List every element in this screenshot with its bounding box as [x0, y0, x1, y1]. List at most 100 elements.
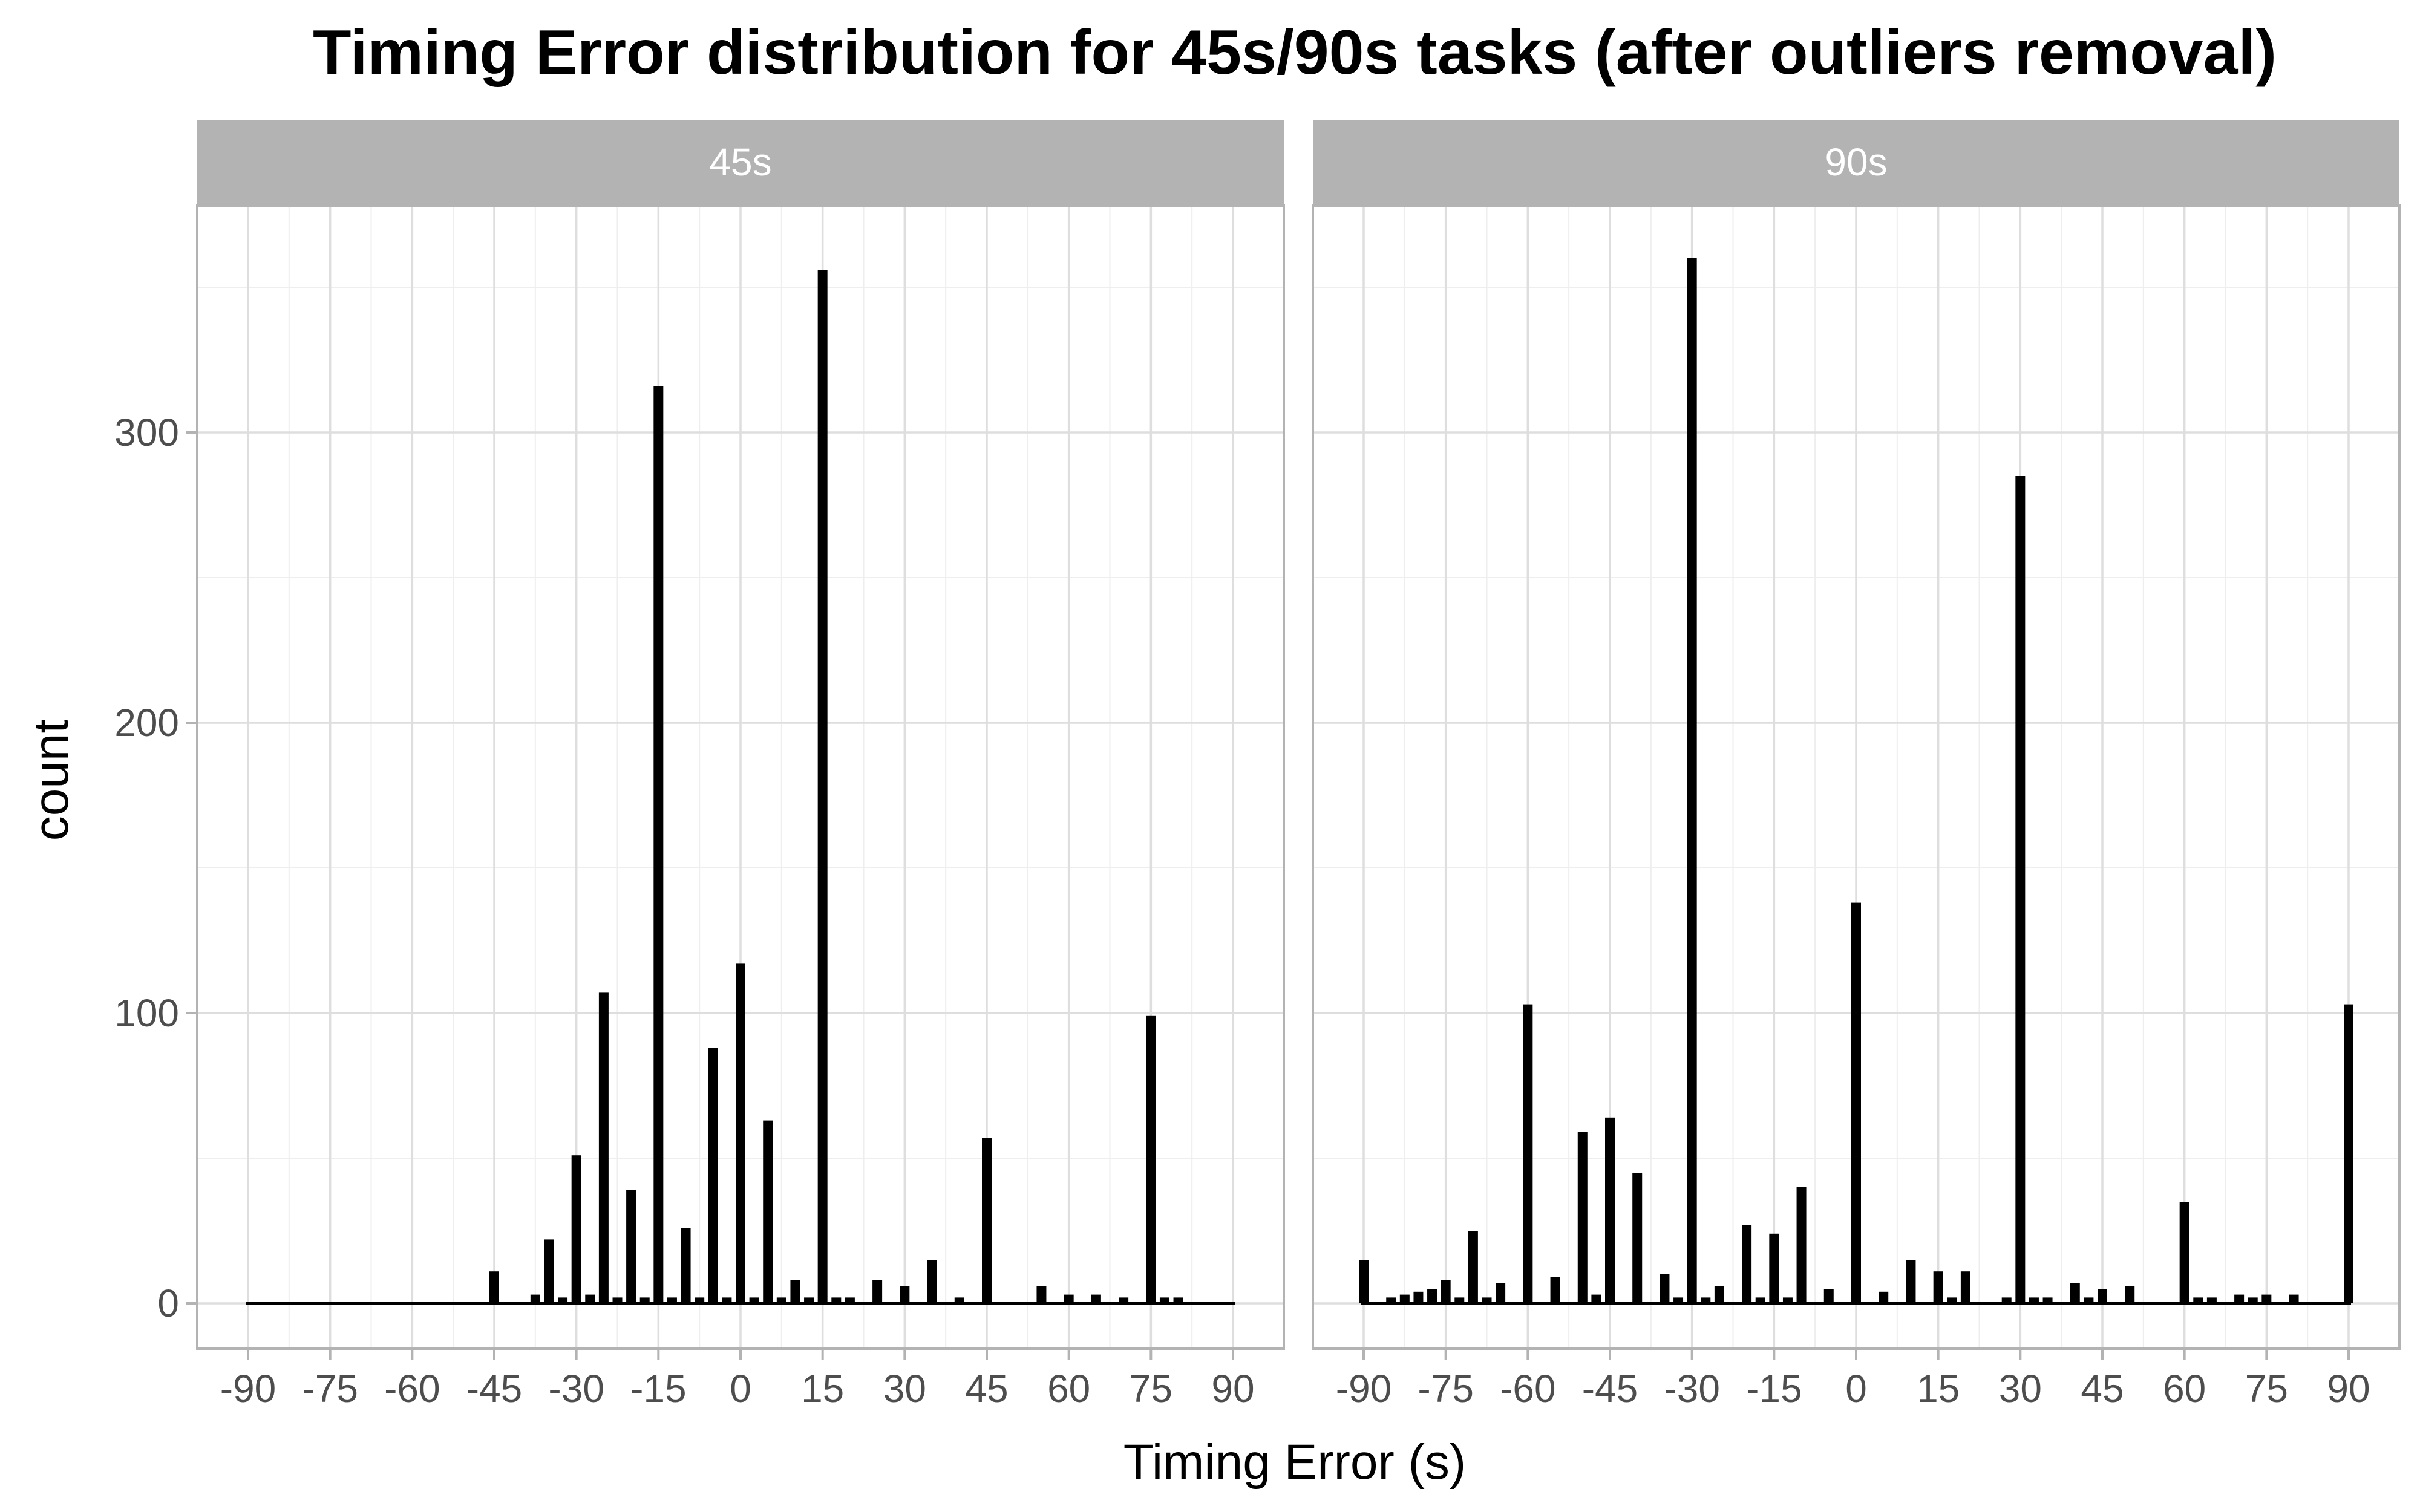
facet-panels: 45s -90 -75 -60 -45 -30 -15 0 15 30 45 60 75 90 0 100 20… — [114, 120, 2401, 1410]
bar — [1577, 1132, 1588, 1303]
x-tick-label: -45 — [466, 1367, 523, 1410]
bar — [681, 1228, 691, 1303]
bar — [1550, 1277, 1560, 1303]
bar — [695, 1297, 705, 1303]
x-tick-label: 15 — [1917, 1367, 1960, 1410]
bar — [667, 1297, 677, 1303]
x-axis-title: Timing Error (s) — [1123, 1435, 1466, 1490]
x-tick-label: -75 — [1418, 1367, 1474, 1410]
bar — [1173, 1297, 1183, 1303]
bar — [1879, 1291, 1889, 1303]
bar — [2125, 1286, 2135, 1303]
bar — [1660, 1274, 1670, 1303]
bar — [2029, 1297, 2039, 1303]
bar — [1482, 1297, 1492, 1303]
bar — [736, 963, 745, 1303]
y-tick-label: 0 — [157, 1282, 179, 1325]
bar — [1687, 258, 1697, 1303]
bar — [872, 1280, 883, 1303]
facet-strip-label: 90s — [1825, 140, 1887, 184]
x-tick-label: -30 — [548, 1367, 604, 1410]
bar — [1119, 1297, 1129, 1303]
x-tick-label: 30 — [883, 1367, 926, 1410]
facet-panel-90s: 90s -90 -75 -60 -45 -30 -15 0 15 30 45 60 75 90 — [1312, 120, 2401, 1410]
bar — [1591, 1294, 1601, 1303]
bar — [1427, 1289, 1437, 1303]
x-tick-label: -15 — [1746, 1367, 1802, 1410]
bar — [1159, 1297, 1169, 1303]
bar — [2098, 1289, 2107, 1303]
bar — [2344, 1004, 2353, 1303]
bar — [2234, 1294, 2245, 1303]
bar — [1399, 1294, 1410, 1303]
x-tick-label: -90 — [1336, 1367, 1392, 1410]
bar — [2042, 1297, 2053, 1303]
x-tick-label: 0 — [730, 1367, 751, 1410]
bar — [927, 1260, 937, 1303]
bar — [1468, 1231, 1478, 1303]
bar — [2070, 1283, 2080, 1303]
bar — [585, 1294, 595, 1303]
bar — [900, 1286, 910, 1303]
bar — [1755, 1297, 1765, 1303]
bar — [708, 1048, 718, 1303]
bar — [2206, 1297, 2217, 1303]
bar — [1413, 1291, 1424, 1303]
y-tick-label: 200 — [114, 701, 179, 745]
bar — [1036, 1286, 1047, 1303]
y-axis-title: count — [24, 719, 79, 841]
bar — [1386, 1297, 1396, 1303]
facet-strip — [197, 120, 1284, 206]
bar — [2248, 1297, 2258, 1303]
facet-strip — [1313, 120, 2399, 206]
bar — [2289, 1294, 2299, 1303]
bar — [1605, 1117, 1615, 1303]
bar — [763, 1120, 773, 1303]
bar — [626, 1190, 636, 1303]
x-tick-label: 60 — [2163, 1367, 2206, 1410]
bar — [598, 992, 609, 1303]
bar — [1769, 1233, 1779, 1303]
bar — [1673, 1297, 1684, 1303]
bar — [2001, 1297, 2012, 1303]
x-tick-label: 15 — [801, 1367, 844, 1410]
facet-strip-label: 45s — [709, 140, 771, 184]
bar — [1146, 1015, 1156, 1303]
x-tick-label: -75 — [302, 1367, 358, 1410]
bar — [1523, 1004, 1533, 1303]
facet-panel-45s: 45s -90 -75 -60 -45 -30 -15 0 15 30 45 60 75 90 0 100 20… — [114, 120, 1285, 1410]
x-tick-label: 0 — [1845, 1367, 1867, 1410]
y-tick-label: 300 — [114, 411, 179, 454]
bar — [1742, 1225, 1752, 1303]
x-tick-label: 75 — [2245, 1367, 2288, 1410]
x-tick-label: -60 — [384, 1367, 440, 1410]
bar — [2193, 1297, 2203, 1303]
bar — [749, 1297, 759, 1303]
x-tick-label: 90 — [2327, 1367, 2370, 1410]
bar — [639, 1297, 650, 1303]
bar — [2261, 1294, 2272, 1303]
x-tick-label: -45 — [1582, 1367, 1638, 1410]
x-tick-label: -90 — [220, 1367, 276, 1410]
bar — [982, 1138, 992, 1303]
bar — [1933, 1271, 1943, 1303]
y-tick-label: 100 — [114, 991, 179, 1035]
bar — [831, 1297, 842, 1303]
bar — [1823, 1289, 1834, 1303]
x-tick-label: 60 — [1047, 1367, 1090, 1410]
bar — [722, 1297, 732, 1303]
bar — [612, 1297, 623, 1303]
bar — [544, 1239, 554, 1303]
bar — [1496, 1283, 1506, 1303]
bar — [1851, 902, 1861, 1303]
x-tick-label: 75 — [1130, 1367, 1172, 1410]
bar — [2084, 1297, 2094, 1303]
x-tick-label: 45 — [965, 1367, 1008, 1410]
x-tick-label: -15 — [630, 1367, 687, 1410]
bar — [1359, 1260, 1369, 1303]
bar — [571, 1155, 581, 1303]
x-tick-label: 90 — [1211, 1367, 1254, 1410]
bar — [530, 1294, 540, 1303]
bar — [1947, 1297, 1957, 1303]
bar — [954, 1297, 964, 1303]
